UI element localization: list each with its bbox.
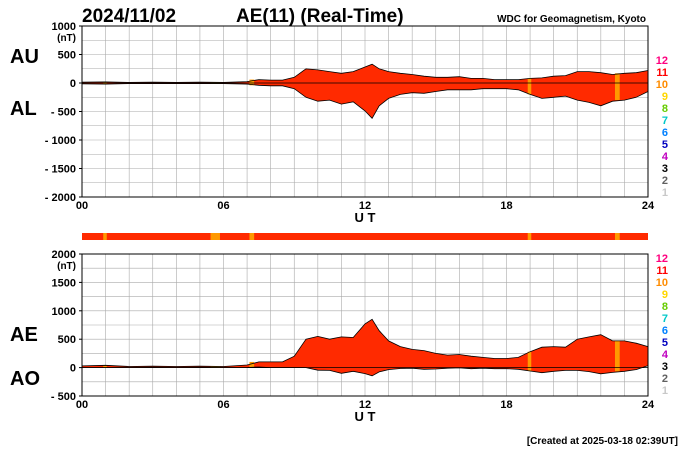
y-tick-label: 0 [70,78,76,90]
y-tick-label: - 500 [51,391,76,403]
x-tick-label: 24 [642,200,655,212]
area-stripe [614,340,620,372]
area-stripe [210,366,220,368]
station-status-bar [82,233,648,240]
y-tick-label: 2000 [52,249,76,261]
y-tick-label: 1000 [52,306,76,318]
y-tick-label: - 2000 [45,192,76,204]
status-segment [103,233,107,240]
x-tick-label: 06 [217,200,229,212]
legend-number: 12 [656,55,668,67]
legend-number: 4 [662,151,669,163]
status-segment [527,233,532,240]
legend-number: 9 [662,289,668,301]
side-label-au: AU [10,46,39,68]
x-tick-label: 12 [359,200,371,212]
legend-number: 1 [662,187,668,199]
legend-number: 2 [662,175,668,187]
area-stripe [249,361,255,368]
legend-number: 3 [662,163,668,175]
legend-number: 7 [662,115,668,127]
side-label-ae: AE [10,324,38,346]
legend-number: 5 [662,139,668,151]
x-tick-label: 00 [76,399,88,411]
x-tick-label: 24 [642,399,655,411]
legend-number: 5 [662,337,668,349]
x-tick-label: 06 [217,399,229,411]
legend-number: 4 [662,349,669,361]
area-stripe [614,73,620,101]
created-label: [Created at 2025-03-18 02:39UT] [527,436,678,447]
x-axis-label: U T [355,210,376,225]
legend-number: 12 [656,253,668,265]
area-fill [82,64,648,119]
legend-number: 6 [662,127,668,139]
area-stripe [527,351,532,372]
y-tick-label: 500 [58,334,76,346]
legend-number: 10 [656,277,668,289]
source-label: WDC for Geomagnetism, Kyoto [497,14,646,25]
series-line-al [81,83,649,119]
area-fill [82,319,648,376]
series-line-au [81,63,649,83]
status-segment [82,233,648,240]
plot-frame [81,253,649,397]
x-tick-label: 12 [359,399,371,411]
y-tick-label: - 1500 [45,164,76,176]
status-segment [210,233,220,240]
y-unit-label: (nT) [57,33,76,44]
area-stripe [103,365,107,368]
y-tick-label: - 1000 [45,135,76,147]
area-stripe [249,79,255,86]
x-tick-label: 00 [76,200,88,212]
y-unit-label: (nT) [57,261,76,272]
x-tick-label: 18 [500,399,512,411]
side-label-al: AL [10,98,37,120]
legend-number: 8 [662,301,668,313]
legend-number: 9 [662,91,668,103]
y-tick-label: 0 [70,363,76,375]
legend-number: 7 [662,313,668,325]
chart-panel-1: 1000 500 0 - 500 - 1000 - 1500 - 2000 (nT) 00 06 1… [10,21,669,225]
legend-number: 10 [656,79,668,91]
side-label-ao: AO [10,368,40,390]
status-segment [249,233,255,240]
y-tick-label: 1000 [52,21,76,33]
y-tick-label: 1500 [52,277,76,289]
legend-number: 3 [662,361,668,373]
legend-number: 2 [662,373,668,385]
x-tick-label: 18 [500,200,512,212]
legend-number: 11 [656,67,668,79]
date-label: 2024/11/02 [82,6,176,27]
status-segment [614,233,620,240]
x-axis-label: U T [355,409,376,424]
legend-number: 8 [662,103,668,115]
y-tick-label: 500 [58,50,76,62]
legend-number: 11 [656,265,668,277]
legend-number: 1 [662,385,668,397]
area-stripe [527,78,532,95]
legend-number: 6 [662,325,668,337]
series-line-ae [81,318,649,367]
y-tick-label: - 500 [51,107,76,119]
chart-title: AE(11) (Real-Time) [236,6,404,27]
